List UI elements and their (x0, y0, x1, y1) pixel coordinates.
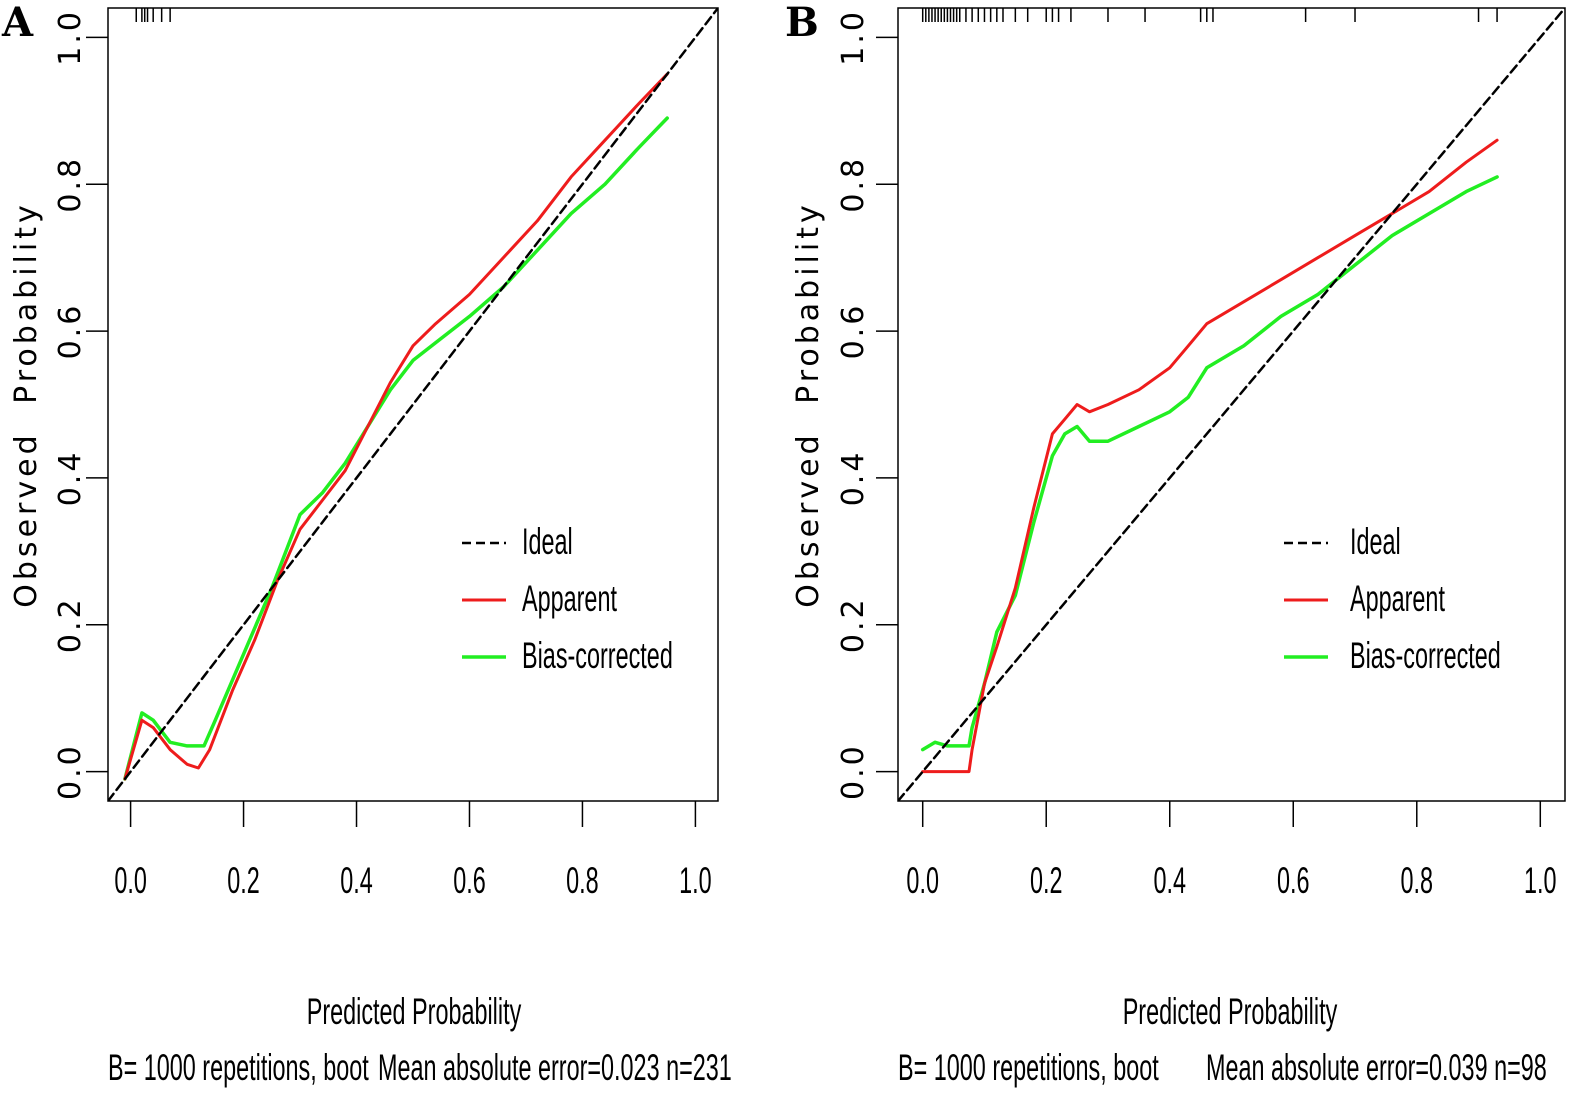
subtitle-repetitions: B= 1000 repetitions, boot (898, 1046, 1159, 1088)
series-line-ideal (108, 8, 718, 801)
y-axis-label: Observed Probability (791, 201, 826, 607)
subtitle-repetitions: B= 1000 repetitions, boot (108, 1046, 369, 1088)
x-tick-label: 0.8 (1401, 859, 1434, 901)
x-tick-label: 0.6 (1277, 859, 1310, 901)
x-tick-label: 1.0 (679, 859, 712, 901)
x-tick-label: 0.4 (1153, 859, 1186, 901)
y-tick-label: 0.8 (53, 156, 88, 213)
y-tick-label: 0.4 (53, 450, 88, 507)
series-line-bias-corrected (123, 116, 669, 781)
y-tick-label: 0.4 (836, 450, 871, 507)
y-tick-label: 0.0 (836, 743, 871, 800)
legend: Ideal Apparent Bias-corrected (462, 520, 673, 676)
panel-a: A 0.0 0.2 0.4 0.6 0.8 1.0 0.0 0.2 0.4 0.6 0.8 1.0 Obs… (1, 0, 732, 1088)
x-axis-label: Predicted Probability (1123, 990, 1338, 1032)
legend-label-bias-corrected: Bias-corrected (1350, 634, 1501, 676)
legend-label-ideal: Ideal (1350, 520, 1401, 562)
legend-label-apparent: Apparent (1350, 577, 1445, 619)
plot-frame (897, 7, 1566, 802)
y-tick-label: 0.6 (836, 303, 871, 360)
series-line-apparent (921, 138, 1499, 774)
legend-label-ideal: Ideal (522, 520, 573, 562)
panel-letter: B (785, 0, 819, 46)
x-axis-label: Predicted Probability (307, 990, 522, 1032)
plot-frame (107, 7, 719, 802)
x-tick-label: 0.0 (906, 859, 939, 901)
y-tick-label: 1.0 (836, 9, 871, 66)
panel-b: B 0.0 0.2 0.4 0.6 0.8 1.0 0.0 0.2 0.4 0.6 0.8 1.0 Obs… (785, 0, 1566, 1088)
x-tick-label: 0.8 (566, 859, 599, 901)
panel-letter: A (1, 0, 34, 46)
x-tick-label: 0.2 (1030, 859, 1063, 901)
legend-label-bias-corrected: Bias-corrected (522, 634, 673, 676)
plot-area (108, 8, 718, 801)
x-tick-label: 1.0 (1524, 859, 1557, 901)
series-line-bias-corrected (920, 175, 1499, 752)
y-tick-label: 1.0 (53, 9, 88, 66)
y-tick-label: 0.0 (53, 743, 88, 800)
series-line-apparent (123, 72, 669, 781)
y-axis-label: Observed Probability (9, 201, 44, 607)
legend-label-apparent: Apparent (522, 577, 617, 619)
y-tick-label: 0.2 (836, 596, 871, 653)
legend: Ideal Apparent Bias-corrected (1284, 520, 1501, 676)
subtitle-mae: Mean absolute error=0.039 n=98 (1206, 1046, 1547, 1088)
subtitle-mae: Mean absolute error=0.023 n=231 (378, 1046, 732, 1088)
x-tick-label: 0.6 (453, 859, 486, 901)
y-tick-label: 0.8 (836, 156, 871, 213)
y-tick-label: 0.2 (53, 596, 88, 653)
series-line-ideal (898, 8, 1565, 801)
x-tick-label: 0.2 (227, 859, 260, 901)
y-tick-label: 0.6 (53, 303, 88, 360)
plot-area (898, 8, 1565, 801)
x-tick-label: 0.0 (114, 859, 147, 901)
x-tick-label: 0.4 (340, 859, 373, 901)
